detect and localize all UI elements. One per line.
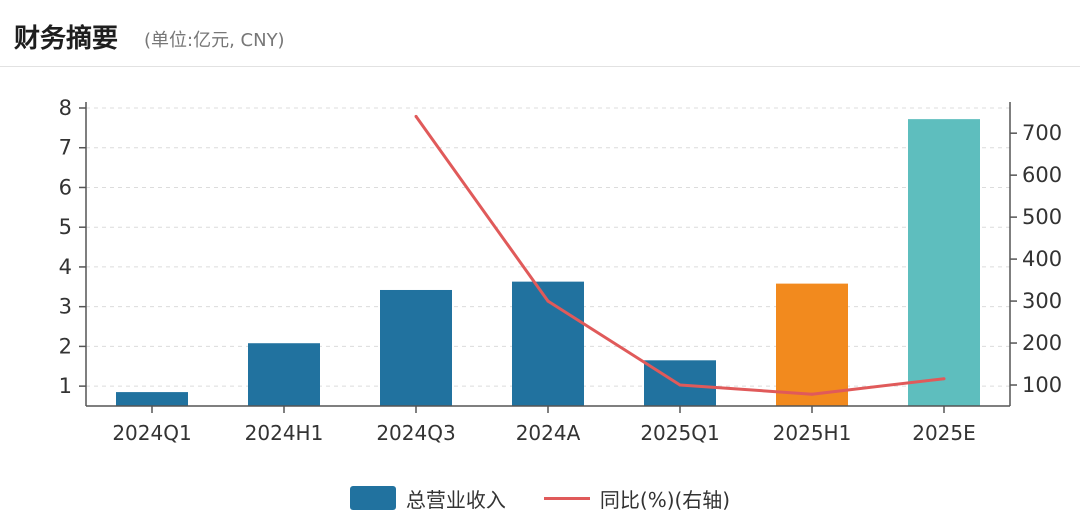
- chart-title: 财务摘要: [14, 24, 119, 54]
- legend-swatch-revenue: [349, 486, 396, 510]
- right-tick-label: 600: [1022, 163, 1062, 187]
- right-tick-label: 300: [1022, 289, 1062, 313]
- yoy-point-2025Q1: [678, 383, 682, 387]
- x-tick-label: 2024Q1: [112, 421, 191, 445]
- chart-header: 财务摘要 (单位:亿元, CNY): [0, 0, 1080, 67]
- x-tick-label: 2025Q1: [640, 421, 719, 445]
- legend-label-revenue: 总营业收入: [405, 487, 506, 512]
- bar-2024Q3: [380, 289, 452, 406]
- x-tick-label: 2025H1: [773, 421, 852, 445]
- financial-summary-chart: 1 2 3 4 5 6 7 8 100 200 300 400 500 600 700 2024Q1 2024H…: [59, 96, 1062, 445]
- x-tick-label: 2024Q3: [376, 421, 455, 445]
- bar-2024H1: [248, 343, 320, 406]
- left-tick-label: 8: [59, 96, 72, 120]
- x-tick-label: 2024H1: [245, 421, 324, 445]
- yoy-line: [414, 114, 946, 396]
- x-tick-label: 2024A: [516, 421, 581, 445]
- right-tick-label: 500: [1022, 205, 1062, 229]
- left-tick-label: 7: [59, 136, 72, 160]
- axes: 1 2 3 4 5 6 7 8 100 200 300 400 500 600 700 2024Q1 2024H…: [59, 96, 1062, 445]
- left-tick-label: 4: [59, 255, 72, 279]
- left-tick-label: 2: [59, 334, 72, 358]
- yoy-point-2024Q3: [414, 114, 418, 118]
- left-tick-label: 1: [59, 374, 72, 398]
- x-tick-label: 2025E: [912, 421, 976, 445]
- right-tick-label: 100: [1022, 373, 1062, 397]
- bar-2025Q1: [644, 360, 716, 406]
- legend: 总营业收入 同比(%)(右轴): [0, 478, 1080, 518]
- right-tick-label: 200: [1022, 331, 1062, 355]
- yoy-series-line: [414, 115, 945, 396]
- legend-swatch-yoy: [543, 496, 590, 500]
- left-tick-label: 6: [59, 175, 72, 199]
- bar-2024Q1: [116, 392, 188, 406]
- yoy-point-2025E: [942, 377, 946, 381]
- legend-item-revenue[interactable]: 总营业收入: [349, 484, 506, 513]
- legend-label-yoy: 同比(%)(右轴): [599, 487, 731, 512]
- left-tick-label: 5: [59, 215, 72, 239]
- right-tick-label: 700: [1022, 121, 1062, 145]
- right-tick-label: 400: [1022, 247, 1062, 271]
- grid-lines: [86, 107, 1010, 387]
- revenue-bars: [116, 119, 980, 406]
- left-tick-label: 3: [59, 295, 72, 319]
- bar-2025H1: [776, 283, 848, 406]
- yoy-point-2025H1: [810, 392, 814, 396]
- legend-item-yoy[interactable]: 同比(%)(右轴): [543, 484, 731, 513]
- yoy-point-2024A: [546, 299, 550, 303]
- unit-label: (单位:亿元, CNY): [144, 30, 285, 51]
- bar-2025E: [908, 119, 980, 406]
